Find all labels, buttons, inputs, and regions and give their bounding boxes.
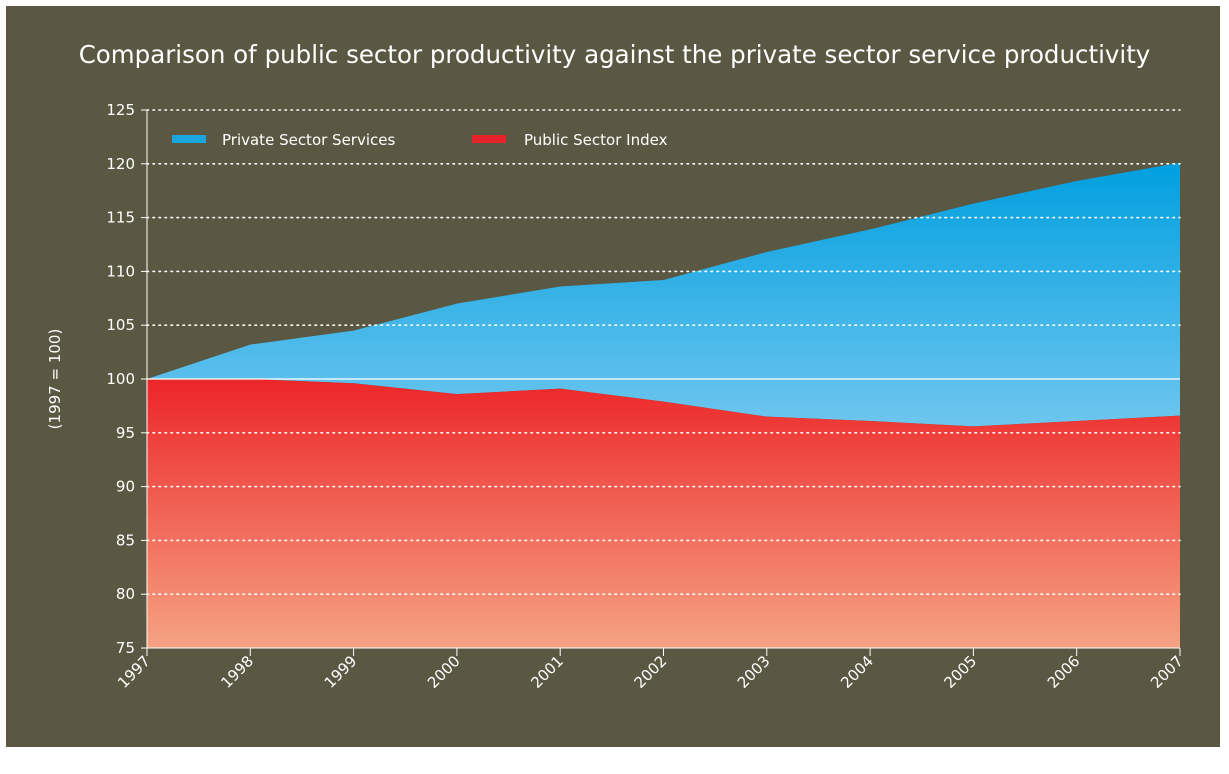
- legend-label-private: Private Sector Services: [222, 131, 395, 149]
- legend-swatch-public: [472, 135, 506, 143]
- area-private-sector-services: [147, 162, 1180, 427]
- x-tick-label-1997: 1997: [114, 652, 154, 692]
- x-tick-label-2006: 2006: [1044, 652, 1084, 692]
- x-tick-label-1998: 1998: [217, 652, 257, 692]
- y-tick-label-85: 85: [116, 531, 135, 549]
- area-public-sector-index: [147, 379, 1180, 648]
- x-tick-label-2001: 2001: [527, 652, 567, 692]
- y-tick-label-75: 75: [116, 639, 135, 657]
- legend-swatch-private: [172, 135, 206, 143]
- y-axis-title: (1997 = 100): [46, 329, 64, 430]
- y-tick-label-90: 90: [116, 478, 135, 496]
- x-tick-label-2007: 2007: [1147, 652, 1187, 692]
- x-tick-label-2005: 2005: [940, 652, 980, 692]
- legend: Private Sector Services Public Sector In…: [172, 131, 668, 149]
- y-tick-label-105: 105: [106, 316, 135, 334]
- legend-label-public: Public Sector Index: [524, 131, 668, 149]
- x-tick-label-2003: 2003: [734, 652, 774, 692]
- chart-title: Comparison of public sector productivity…: [78, 40, 1151, 69]
- grid-layer: [146, 109, 1181, 596]
- area-layer: [147, 162, 1180, 648]
- y-tick-label-100: 100: [106, 370, 135, 388]
- y-tick-label-125: 125: [106, 101, 135, 119]
- x-tick-label-2004: 2004: [837, 652, 877, 692]
- y-tick-label-110: 110: [106, 262, 135, 280]
- y-tick-label-120: 120: [106, 155, 135, 173]
- y-tick-label-95: 95: [116, 424, 135, 442]
- y-tick-label-115: 115: [106, 209, 135, 227]
- x-tick-label-2000: 2000: [424, 652, 464, 692]
- x-tick-label-1999: 1999: [321, 652, 361, 692]
- y-tick-label-80: 80: [116, 585, 135, 603]
- x-tick-label-2002: 2002: [631, 652, 671, 692]
